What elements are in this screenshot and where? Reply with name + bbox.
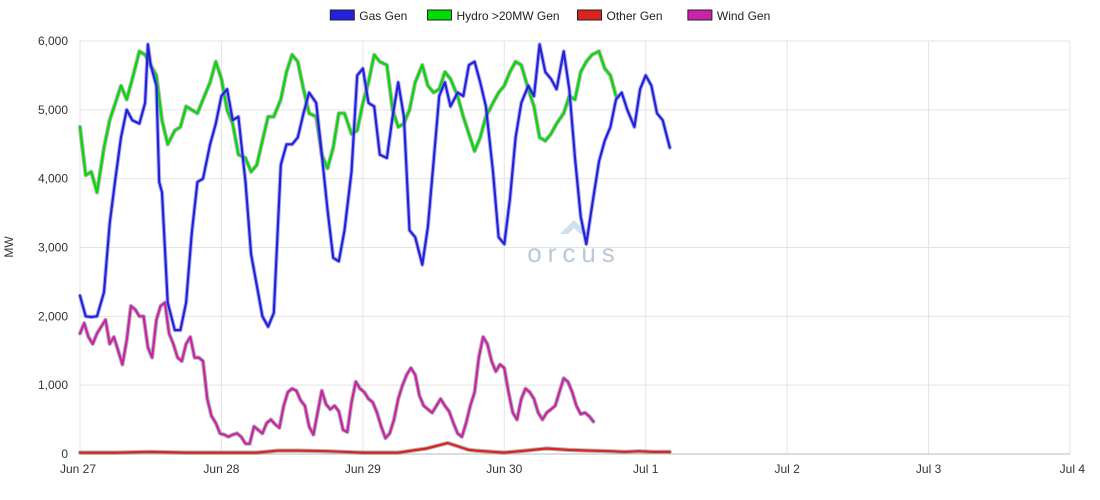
legend: Gas Gen Hydro >20MW Gen Other Gen Wind Gen (329, 9, 770, 23)
y-tick-label: 4,000 (38, 172, 68, 186)
series-lines (77, 42, 672, 455)
series-line-gas-gen (78, 43, 671, 332)
x-axis-ticks: Jun 27 Jun 28 Jun 29 Jun 30 Jul 1 Jul 2 Jul 3 J… (60, 462, 1085, 476)
x-tick-label: Jun 28 (203, 462, 239, 476)
legend-swatch (427, 9, 452, 21)
x-tick-label: Jul 3 (916, 462, 942, 476)
watermark-chevron (560, 220, 588, 234)
y-axis-title: MW (2, 236, 16, 258)
y-tick-label: 1,000 (38, 378, 68, 392)
series-shadow-0 (77, 42, 672, 333)
x-tick-label: Jun 30 (486, 462, 522, 476)
legend-label: Other Gen (607, 9, 663, 23)
x-tick-label: Jun 27 (60, 462, 96, 476)
y-tick-label: 0 (61, 447, 68, 461)
watermark-logo: orcus (527, 220, 621, 268)
y-tick-label: 2,000 (38, 309, 68, 323)
y-tick-label: 3,000 (38, 241, 68, 255)
legend-label: Hydro >20MW Gen (457, 9, 560, 23)
legend-swatch (577, 9, 602, 21)
x-tick-label: Jul 1 (633, 462, 659, 476)
y-axis-ticks: 0 1,000 2,000 3,000 4,000 5,000 6,000 (38, 34, 68, 461)
series-line-wind-gen (78, 301, 595, 445)
series-line-other-gen (78, 441, 671, 454)
legend-label: Gas Gen (359, 9, 407, 23)
x-tick-label: Jul 4 (1060, 462, 1086, 476)
x-tick-label: Jul 2 (774, 462, 800, 476)
legend-swatch (687, 9, 713, 21)
legend-swatch (329, 9, 355, 21)
y-tick-label: 6,000 (38, 34, 68, 48)
x-tick-label: Jun 29 (345, 462, 381, 476)
watermark-text: orcus (527, 238, 621, 268)
y-tick-label: 5,000 (38, 103, 68, 117)
legend-label: Wind Gen (717, 9, 770, 23)
